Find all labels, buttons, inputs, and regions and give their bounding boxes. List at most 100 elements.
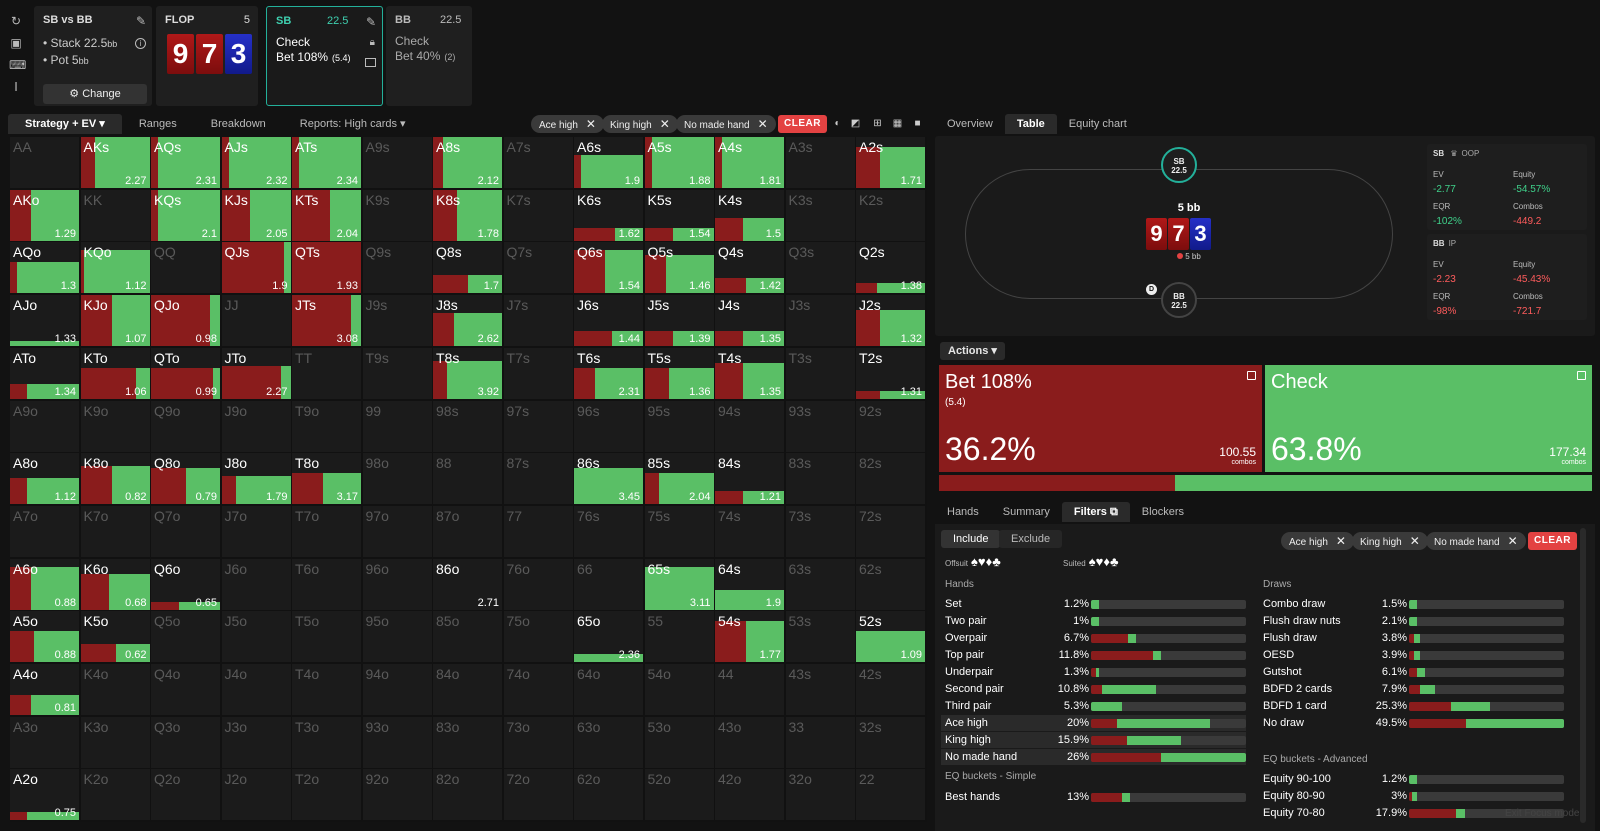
clear-filters-button[interactable]: CLEAR bbox=[1528, 532, 1577, 550]
hand-cell-J6s[interactable]: J6s 1.44 bbox=[574, 295, 643, 347]
hand-cell-A2o[interactable]: A2o 0.75 bbox=[10, 769, 79, 821]
hand-cell-AQs[interactable]: AQs 2.31 bbox=[151, 137, 220, 188]
hand-cell-KJo[interactable]: KJo 1.07 bbox=[80, 295, 150, 347]
hand-cell-J2s[interactable]: J2s 1.32 bbox=[856, 295, 925, 347]
hand-cell-52s[interactable]: 52s 1.09 bbox=[856, 611, 925, 663]
hand-cell-J9o[interactable]: J9o bbox=[221, 400, 291, 452]
hand-cell-K7s[interactable]: K7s bbox=[503, 189, 573, 241]
hand-cell-J4s[interactable]: J4s 1.35 bbox=[715, 295, 784, 347]
hand-cell-Q5o[interactable]: Q5o bbox=[151, 611, 220, 663]
filter-row[interactable]: Underpair 1.3% bbox=[941, 664, 1246, 680]
hand-cell-66[interactable]: 66 bbox=[574, 558, 643, 610]
tab-overview[interactable]: Overview bbox=[947, 118, 993, 130]
hand-cell-T4o[interactable]: T4o bbox=[292, 664, 361, 715]
hand-cell-QJo[interactable]: QJo 0.98 bbox=[151, 295, 220, 347]
node-action-check[interactable]: Check bbox=[276, 35, 311, 49]
filter-chip-no-made-hand[interactable]: No made hand ✕ bbox=[1426, 532, 1526, 550]
lock-icon[interactable]: 🔒︎ bbox=[369, 37, 375, 48]
hand-cell-52o[interactable]: 52o bbox=[644, 769, 714, 821]
hand-cell-94o[interactable]: 94o bbox=[362, 664, 432, 715]
offsuit-filter[interactable]: Offsuit ♠♥♦♣ bbox=[945, 554, 1001, 569]
hand-cell-84o[interactable]: 84o bbox=[433, 664, 502, 715]
tab-strategy-ev[interactable]: Strategy + EV ▾ bbox=[8, 114, 122, 134]
hand-cell-53o[interactable]: 53o bbox=[644, 716, 714, 768]
hand-cell-73o[interactable]: 73o bbox=[503, 716, 573, 768]
hand-cell-A8s[interactable]: A8s 2.12 bbox=[433, 137, 502, 188]
hand-cell-Q7o[interactable]: Q7o bbox=[151, 505, 220, 557]
hand-cell-A7s[interactable]: A7s bbox=[503, 137, 573, 188]
hand-cell-K9o[interactable]: K9o bbox=[80, 400, 150, 452]
tab-hands[interactable]: Hands bbox=[947, 506, 979, 518]
hand-cell-A5o[interactable]: A5o 0.88 bbox=[10, 611, 79, 663]
hand-cell-94s[interactable]: 94s bbox=[715, 400, 784, 452]
hand-cell-JTs[interactable]: JTs 3.08 bbox=[292, 295, 361, 347]
hand-cell-Q9o[interactable]: Q9o bbox=[151, 400, 220, 452]
hand-cell-J6o[interactable]: J6o bbox=[221, 558, 291, 610]
hand-cell-76o[interactable]: 76o bbox=[503, 558, 573, 610]
hand-cell-64o[interactable]: 64o bbox=[574, 664, 643, 715]
close-icon[interactable]: ✕ bbox=[585, 117, 596, 131]
close-icon[interactable]: ✕ bbox=[757, 117, 768, 131]
hand-cell-J9s[interactable]: J9s bbox=[362, 295, 432, 347]
hand-cell-A7o[interactable]: A7o bbox=[10, 505, 79, 557]
hand-cell-74o[interactable]: 74o bbox=[503, 664, 573, 715]
filter-row[interactable]: BDFD 2 cards 7.9% bbox=[1259, 681, 1564, 697]
exit-focus-mode-link[interactable]: Exit Focus mode bbox=[1505, 808, 1580, 819]
hand-cell-Q5s[interactable]: Q5s 1.46 bbox=[644, 242, 714, 294]
text-tool-icon[interactable]: Ⅰ bbox=[14, 80, 18, 94]
hand-cell-KTs[interactable]: KTs 2.04 bbox=[292, 189, 361, 241]
hand-cell-77[interactable]: 77 bbox=[503, 505, 573, 557]
hand-cell-54o[interactable]: 54o bbox=[644, 664, 714, 715]
node-action-bet[interactable]: Bet 108% (5.4) bbox=[276, 50, 351, 64]
bb-node[interactable]: BB 22.5 Check Bet 40% (2) bbox=[386, 6, 472, 106]
tab-blockers[interactable]: Blockers bbox=[1141, 506, 1184, 518]
hand-cell-42o[interactable]: 42o bbox=[715, 769, 784, 821]
hand-cell-97s[interactable]: 97s bbox=[503, 400, 573, 452]
hand-cell-72s[interactable]: 72s bbox=[856, 505, 925, 557]
filter-row[interactable]: Best hands 13% bbox=[941, 789, 1246, 805]
hand-cell-T6s[interactable]: T6s 2.31 bbox=[574, 347, 643, 399]
hand-cell-K4s[interactable]: K4s 1.5 bbox=[715, 189, 784, 241]
hand-cell-55[interactable]: 55 bbox=[644, 611, 714, 663]
hand-cell-KQo[interactable]: KQo 1.12 bbox=[80, 242, 150, 294]
hand-cell-AA[interactable]: AA bbox=[10, 137, 79, 188]
hand-cell-KJs[interactable]: KJs 2.05 bbox=[221, 189, 291, 241]
filter-chip-king-high[interactable]: King high ✕ bbox=[602, 115, 678, 133]
hand-cell-43o[interactable]: 43o bbox=[715, 716, 784, 768]
filter-chip-ace-high[interactable]: Ace high ✕ bbox=[1281, 532, 1354, 550]
tab-summary[interactable]: Summary bbox=[1002, 506, 1050, 518]
hand-cell-T5o[interactable]: T5o bbox=[292, 611, 361, 663]
hand-cell-ATo[interactable]: ATo 1.34 bbox=[10, 347, 79, 399]
hand-cell-T9s[interactable]: T9s bbox=[362, 347, 432, 399]
hand-cell-AJs[interactable]: AJs 2.32 bbox=[221, 137, 291, 188]
filter-row[interactable]: Equity 90-100 1.2% bbox=[1259, 771, 1564, 787]
hand-cell-87s[interactable]: 87s bbox=[503, 453, 573, 505]
hand-cell-J4o[interactable]: J4o bbox=[221, 664, 291, 715]
tab-ranges[interactable]: Ranges bbox=[138, 118, 177, 130]
hand-cell-QJs[interactable]: QJs 1.9 bbox=[221, 242, 291, 294]
close-icon[interactable]: ✕ bbox=[1335, 534, 1346, 548]
hand-cell-K6s[interactable]: K6s 1.62 bbox=[574, 189, 643, 241]
hand-cell-65o[interactable]: 65o 2.36 bbox=[574, 611, 643, 663]
hand-cell-JJ[interactable]: JJ bbox=[221, 295, 291, 347]
hand-cell-J8o[interactable]: J8o 1.79 bbox=[221, 453, 291, 505]
hand-cell-96o[interactable]: 96o bbox=[362, 558, 432, 610]
filter-row[interactable]: Equity 70-80 17.9% bbox=[1259, 805, 1564, 821]
hand-cell-AKs[interactable]: AKs 2.27 bbox=[80, 137, 150, 188]
hand-cell-92o[interactable]: 92o bbox=[362, 769, 432, 821]
filter-row[interactable]: King high 15.9% bbox=[941, 732, 1246, 748]
hand-cell-84s[interactable]: 84s 1.21 bbox=[715, 453, 784, 505]
hand-cell-A4s[interactable]: A4s 1.81 bbox=[715, 137, 784, 188]
hand-cell-75o[interactable]: 75o bbox=[503, 611, 573, 663]
actions-dropdown[interactable]: Actions ▾ bbox=[940, 342, 1005, 360]
hand-cell-83o[interactable]: 83o bbox=[433, 716, 502, 768]
close-icon[interactable]: ✕ bbox=[1507, 534, 1518, 548]
hand-cell-J3o[interactable]: J3o bbox=[221, 716, 291, 768]
hand-cell-T7o[interactable]: T7o bbox=[292, 505, 361, 557]
info-icon[interactable]: i bbox=[135, 38, 146, 49]
hand-cell-Q3s[interactable]: Q3s bbox=[785, 242, 855, 294]
hand-cell-88[interactable]: 88 bbox=[433, 453, 502, 505]
hand-cell-K9s[interactable]: K9s bbox=[362, 189, 432, 241]
compare-icon[interactable] bbox=[365, 58, 376, 67]
hand-cell-AQo[interactable]: AQo 1.3 bbox=[10, 242, 79, 294]
